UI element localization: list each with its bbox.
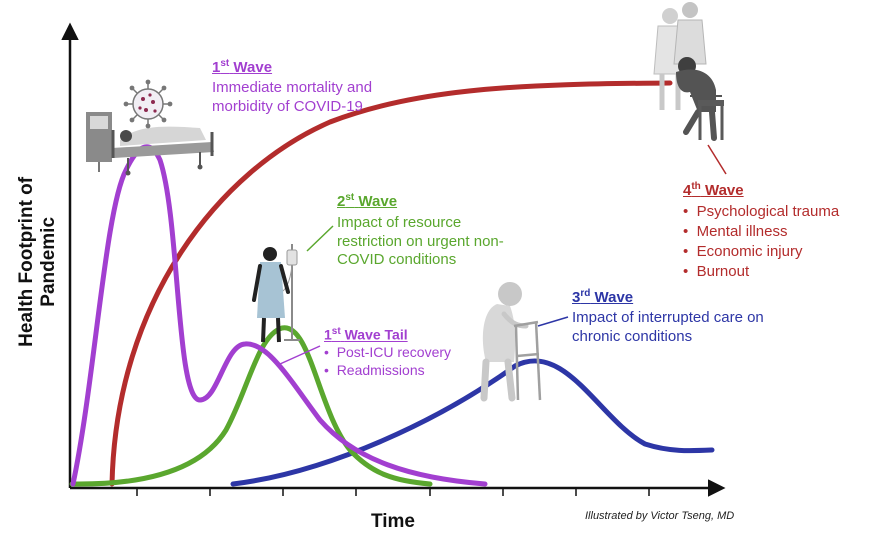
wave1-ordinal: st (220, 58, 230, 69)
wave2-number: 2 (337, 193, 346, 210)
wave2-description: Impact of resource restriction on urgent… (337, 214, 504, 268)
wave3-title: 3rd Wave (572, 288, 772, 307)
wave1-tail-number: 1 (324, 326, 332, 343)
wave1-tail-word: Wave Tail (344, 326, 408, 343)
wave1-title: 1st Wave (212, 58, 422, 77)
wave1-tail-bullet: Readmissions (324, 362, 484, 380)
wave3-curve (230, 358, 715, 487)
wave1-tail-label: 1st Wave Tail Post-ICU recovery Readmiss… (324, 326, 484, 380)
wave3-number: 3 (572, 289, 581, 306)
wave3-description: Impact of interrupted care on chronic co… (572, 309, 764, 345)
wave3-word: Wave (594, 289, 634, 306)
walker-elderly-icon (480, 282, 542, 402)
coronavirus-icon (123, 79, 173, 129)
wave2-title: 2st Wave (337, 192, 515, 211)
wave1-tail-connector (279, 345, 321, 365)
wave3-connector (537, 316, 569, 327)
y-axis-label: Health Footprint of Pandemic (16, 176, 59, 347)
wave1-tail-bullet: Post-ICU recovery (324, 344, 484, 362)
wave1-number: 1 (212, 59, 221, 76)
wave4-bullet: Burnout (683, 262, 873, 282)
wave1-label: 1st Wave Immediate mortality and morbidi… (212, 58, 422, 116)
wave1-tail-ordinal: st (331, 326, 341, 337)
x-axis-ticks (136, 488, 650, 496)
wave4-word: Wave (704, 182, 744, 199)
wave3-label: 3rd Wave Impact of interrupted care on c… (572, 288, 772, 346)
wave1-curve (70, 144, 488, 487)
wave4-label: 4th Wave Psychological trauma Mental ill… (683, 181, 873, 281)
wave4-curve (109, 80, 673, 487)
x-axis-label: Time (371, 511, 416, 532)
wave4-title: 4th Wave (683, 181, 873, 200)
wave4-bullet: Psychological trauma (683, 202, 873, 222)
wave2-word: Wave (358, 193, 398, 210)
wave4-connector (707, 144, 727, 175)
wave4-bullet: Mental illness (683, 222, 873, 242)
burnout-doctors-icon (653, 2, 724, 141)
wave1-tail-title: 1st Wave Tail (324, 326, 484, 344)
wave4-ordinal: th (691, 181, 701, 192)
wave4-bullet: Economic injury (683, 242, 873, 262)
illustrator-credit: Illustrated by Victor Tseng, MD (585, 510, 735, 522)
wave1-word: Wave (233, 59, 273, 76)
iv-patient-icon (252, 244, 300, 343)
wave3-ordinal: rd (580, 288, 591, 299)
wave1-description: Immediate mortality and morbidity of COV… (212, 79, 373, 115)
icu-bed-patient-icon (86, 112, 214, 176)
wave2-label: 2st Wave Impact of resource restriction … (337, 192, 515, 269)
wave2-connector (306, 225, 334, 252)
wave4-bullets: Psychological trauma Mental illness Econ… (683, 202, 873, 281)
wave4-number: 4 (683, 182, 692, 199)
wave1-tail-bullets: Post-ICU recovery Readmissions (324, 344, 484, 380)
wave2-ordinal: st (345, 192, 355, 203)
